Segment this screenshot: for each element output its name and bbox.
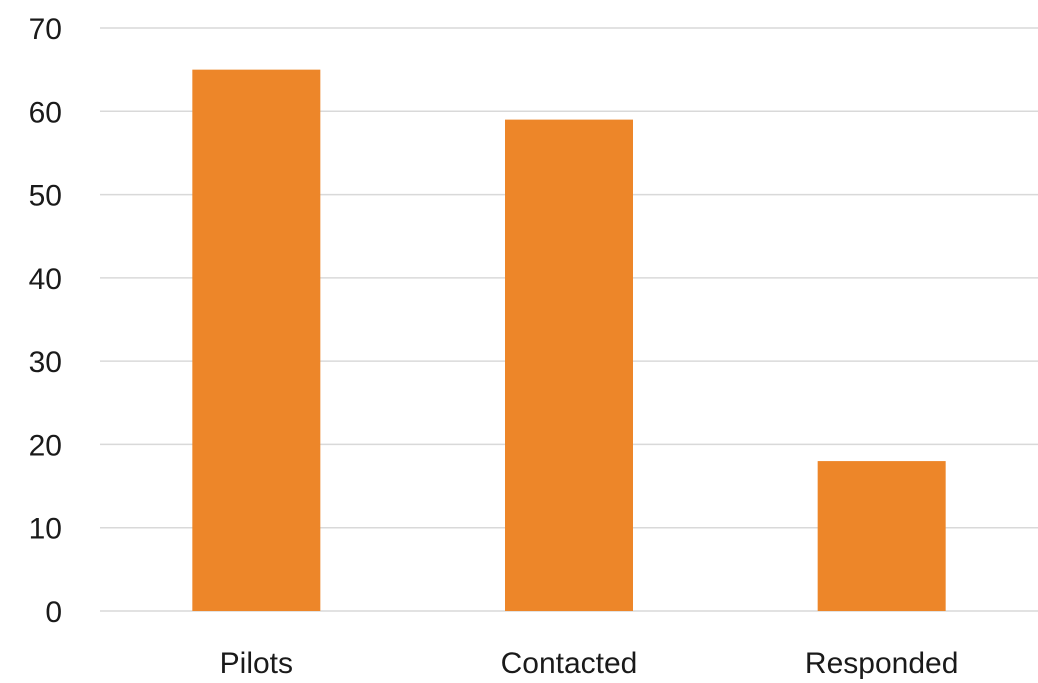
y-tick-label: 10: [29, 513, 62, 546]
x-tick-label: Responded: [805, 647, 958, 680]
x-tick-label: Pilots: [220, 647, 293, 680]
x-axis-tick-labels: Pilots Contacted Responded: [220, 647, 959, 680]
bar-responded: [817, 461, 946, 611]
bars: [192, 69, 946, 611]
x-tick-label: Contacted: [501, 647, 638, 680]
y-tick-label: 40: [29, 263, 62, 296]
bar-pilots: [192, 69, 321, 611]
y-tick-label: 0: [45, 596, 62, 629]
y-tick-label: 60: [29, 96, 62, 129]
y-tick-label: 20: [29, 429, 62, 462]
y-tick-label: 70: [29, 13, 62, 46]
y-axis-tick-labels: 0 10 20 30 40 50 60 70: [29, 13, 62, 629]
bar-contacted: [505, 119, 633, 611]
y-tick-label: 30: [29, 346, 62, 379]
y-tick-label: 50: [29, 180, 62, 213]
